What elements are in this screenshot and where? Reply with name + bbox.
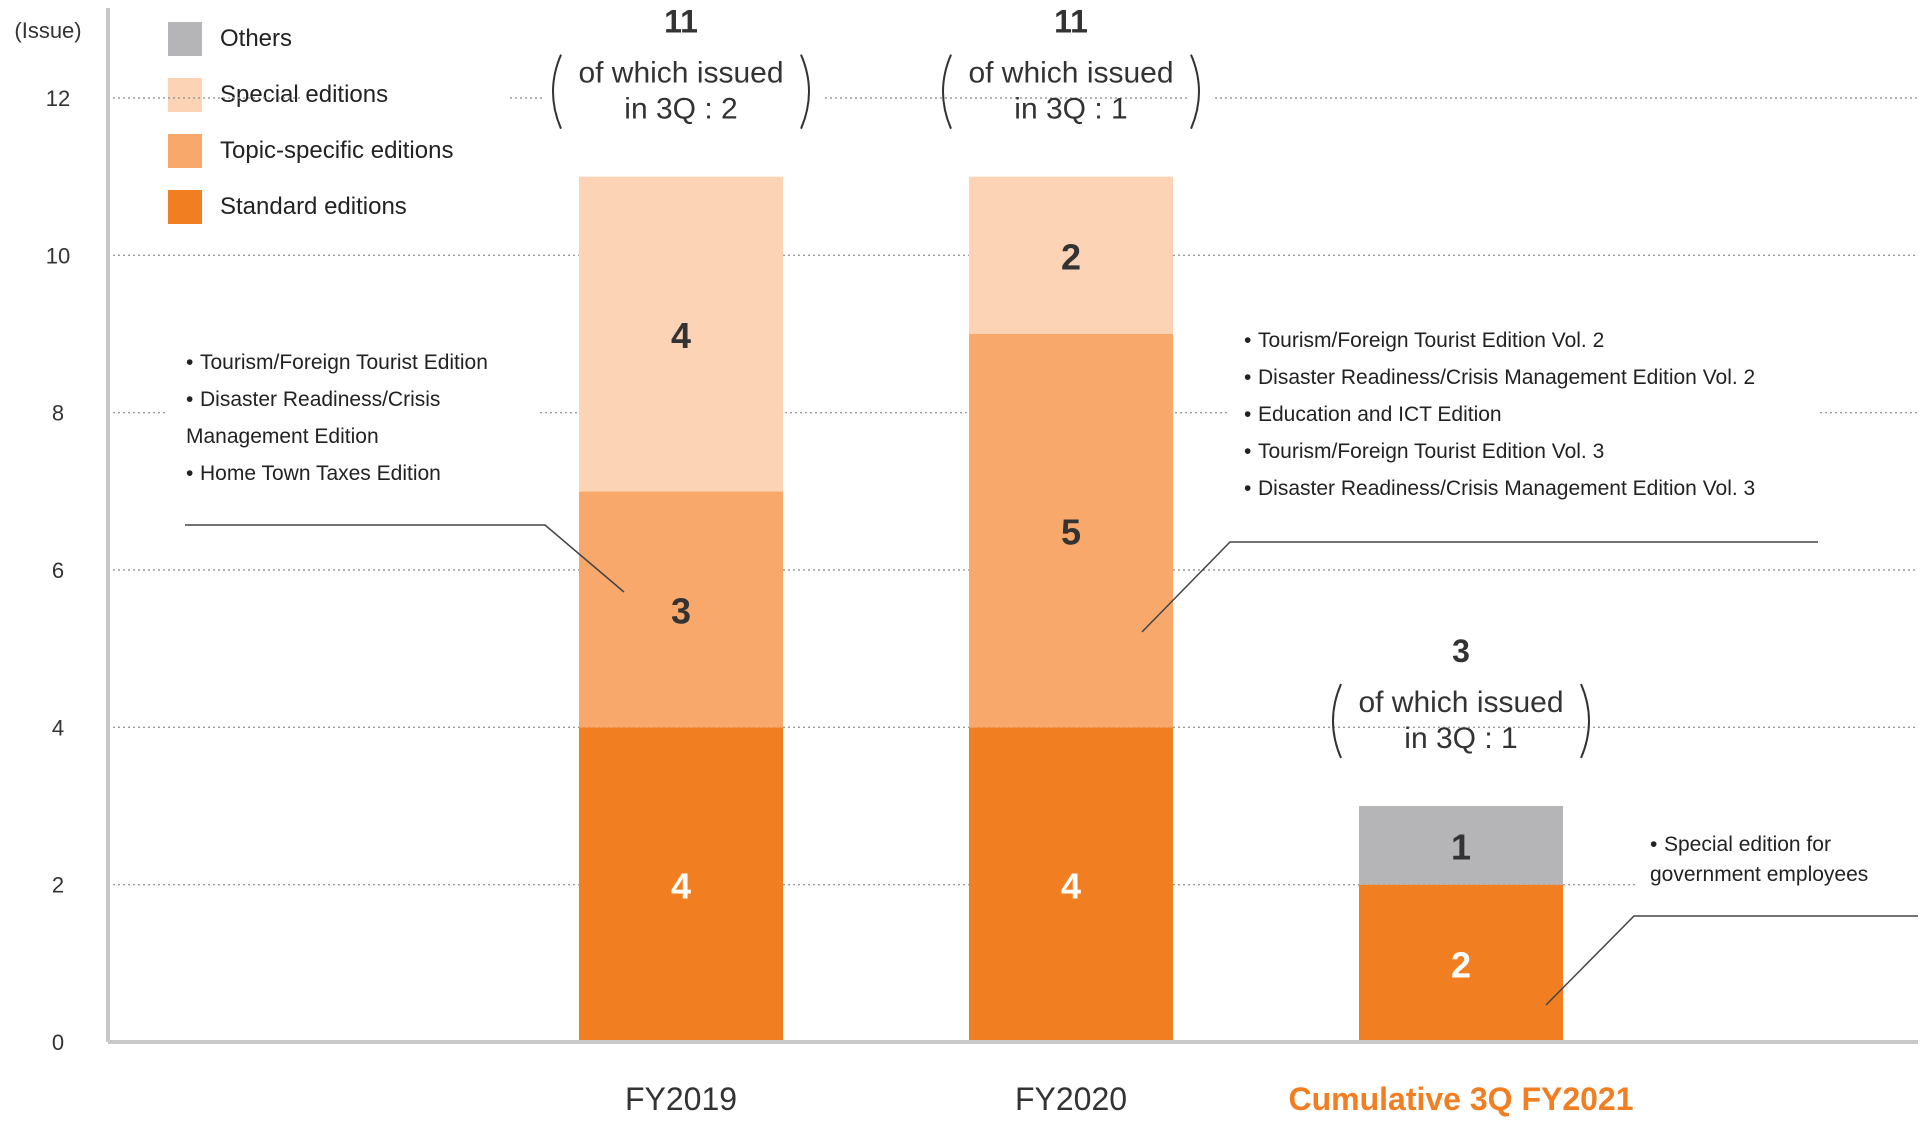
note-item: • Special edition for bbox=[1650, 833, 1831, 856]
note-item: • Education and ICT Edition bbox=[1244, 403, 1502, 426]
fy2021-others-note: • Special edition for government employee… bbox=[1650, 830, 1868, 890]
legend-swatch-topic bbox=[168, 134, 202, 168]
note-text: Education and ICT Edition bbox=[1258, 403, 1502, 426]
segment-value-label: 3 bbox=[671, 590, 691, 631]
bar-total-note-line2: in 3Q : 2 bbox=[624, 93, 737, 126]
x-category-label: FY2020 bbox=[1015, 1081, 1127, 1117]
bar-segment bbox=[1359, 806, 1563, 885]
segment-value-label: 5 bbox=[1061, 512, 1081, 553]
legend-swatch-special bbox=[168, 78, 202, 112]
y-tick-label: 0 bbox=[52, 1030, 64, 1055]
segment-value-label: 4 bbox=[671, 866, 691, 907]
segment-value-label: 4 bbox=[671, 315, 691, 356]
leader-line bbox=[1545, 915, 1918, 1006]
y-tick-label: 10 bbox=[46, 243, 70, 268]
note-text: Disaster Readiness/Crisis bbox=[200, 388, 441, 411]
segment-value-label: 2 bbox=[1451, 944, 1471, 985]
legend-label-others: Others bbox=[220, 25, 293, 52]
note-text: Tourism/Foreign Tourist Edition bbox=[200, 351, 488, 374]
bar-segment bbox=[579, 491, 783, 728]
note-text: government employees bbox=[1650, 863, 1869, 886]
bar-segment bbox=[969, 334, 1173, 728]
legend-label-special: Special editions bbox=[220, 81, 389, 108]
leader-line bbox=[1141, 541, 1818, 633]
bar-segment bbox=[579, 727, 783, 1042]
bar-total-note-line1: of which issued bbox=[578, 57, 783, 90]
bar-total-label: 11 bbox=[1054, 4, 1088, 40]
legend-item-special: Special editions bbox=[168, 78, 453, 112]
note-text: Tourism/Foreign Tourist Edition Vol. 3 bbox=[1258, 440, 1605, 463]
paren-left bbox=[1332, 683, 1342, 759]
bar-total-label: 3 bbox=[1452, 633, 1470, 669]
fy2020-topic-note: • Tourism/Foreign Tourist Edition Vol. 2 … bbox=[1244, 322, 1755, 507]
x-category-label: FY2019 bbox=[625, 1081, 737, 1117]
note-text: Special edition for bbox=[1664, 833, 1831, 856]
legend-item-others: Others bbox=[168, 22, 453, 56]
paren-left bbox=[942, 54, 952, 130]
legend-item-topic: Topic-specific editions bbox=[168, 134, 453, 168]
segment-value-label: 1 bbox=[1451, 826, 1471, 867]
note-item-continued: Management Edition bbox=[186, 418, 488, 455]
note-item: • Disaster Readiness/Crisis bbox=[186, 388, 441, 411]
note-item: • Disaster Readiness/Crisis Management Ed… bbox=[1244, 366, 1756, 389]
bar-segment bbox=[579, 176, 783, 492]
leader-line bbox=[185, 524, 625, 593]
bar-total-note-line2: in 3Q : 1 bbox=[1404, 722, 1517, 755]
y-tick-label: 2 bbox=[52, 873, 64, 898]
legend-item-standard: Standard editions bbox=[168, 190, 453, 224]
note-item: • Tourism/Foreign Tourist Edition Vol. 2 bbox=[1244, 329, 1605, 352]
bar-total-note-line2: in 3Q : 1 bbox=[1014, 93, 1127, 126]
note-text: Disaster Readiness/Crisis Management Edi… bbox=[1258, 366, 1756, 389]
bar-total-label: 11 bbox=[664, 4, 698, 40]
y-tick-label: 4 bbox=[52, 715, 64, 740]
paren-right bbox=[1580, 683, 1590, 759]
segment-value-label: 2 bbox=[1061, 236, 1081, 277]
bar-total-note-line1: of which issued bbox=[1358, 686, 1563, 719]
y-axis-unit-label: (Issue) bbox=[14, 18, 81, 43]
legend-swatch-standard bbox=[168, 190, 202, 224]
note-item-continued: government employees bbox=[1650, 860, 1868, 890]
note-item: • Disaster Readiness/Crisis Management Ed… bbox=[1244, 477, 1756, 500]
note-text: Tourism/Foreign Tourist Edition Vol. 2 bbox=[1258, 329, 1605, 352]
paren-right bbox=[800, 54, 810, 130]
legend-swatch-others bbox=[168, 22, 202, 56]
legend-label-topic: Topic-specific editions bbox=[220, 137, 454, 164]
note-item: • Tourism/Foreign Tourist Edition Vol. 3 bbox=[1244, 440, 1605, 463]
bar-total-note-line1: of which issued bbox=[968, 57, 1173, 90]
bar-segment bbox=[1359, 884, 1563, 1042]
paren-left bbox=[552, 54, 562, 130]
note-text: Disaster Readiness/Crisis Management Edi… bbox=[1258, 477, 1756, 500]
y-tick-label: 8 bbox=[52, 401, 64, 426]
fy2019-topic-note: • Tourism/Foreign Tourist Edition • Disast… bbox=[186, 344, 488, 492]
y-tick-label: 6 bbox=[52, 558, 64, 583]
x-category-label: Cumulative 3Q FY2021 bbox=[1288, 1081, 1633, 1117]
bar-segment bbox=[969, 727, 1173, 1042]
y-tick-label: 12 bbox=[46, 86, 70, 111]
segment-value-label: 4 bbox=[1061, 866, 1081, 907]
legend: Others Special editions Topic-specific e… bbox=[168, 22, 453, 246]
note-text: Home Town Taxes Edition bbox=[200, 462, 441, 485]
note-text: Management Edition bbox=[186, 425, 379, 448]
paren-right bbox=[1190, 54, 1200, 130]
bar-segment bbox=[969, 176, 1173, 334]
legend-label-standard: Standard editions bbox=[220, 193, 407, 220]
note-item: • Tourism/Foreign Tourist Edition bbox=[186, 351, 488, 374]
note-item: • Home Town Taxes Edition bbox=[186, 462, 441, 485]
